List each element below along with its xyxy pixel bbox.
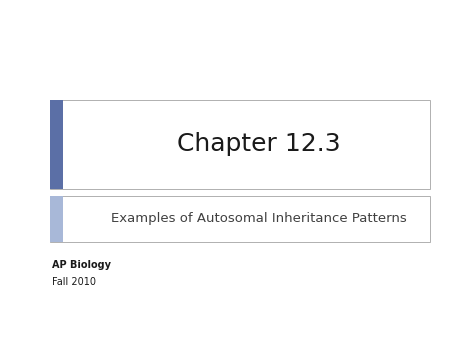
Text: Fall 2010: Fall 2010 — [52, 277, 96, 287]
Bar — [50, 196, 430, 242]
Text: Chapter 12.3: Chapter 12.3 — [177, 132, 341, 156]
Bar — [50, 100, 63, 189]
Text: AP Biology: AP Biology — [52, 260, 111, 270]
Bar — [50, 196, 63, 242]
Bar — [50, 100, 430, 189]
Text: Examples of Autosomal Inheritance Patterns: Examples of Autosomal Inheritance Patter… — [111, 212, 406, 225]
